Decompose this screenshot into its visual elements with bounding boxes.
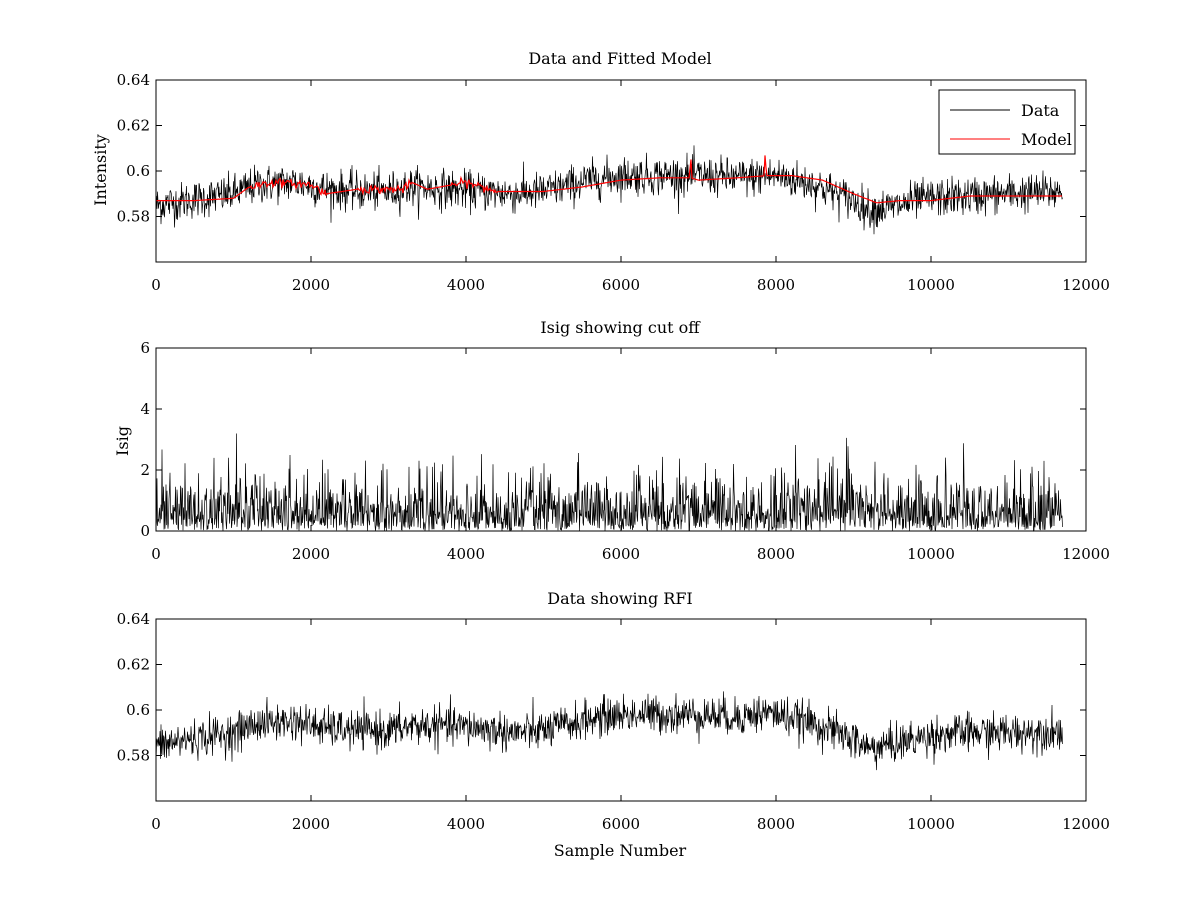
p1-legend: Data Model — [938, 89, 1076, 155]
p1-xtick-label: 4000 — [447, 276, 485, 294]
p2-series-group — [155, 433, 1063, 532]
p1-axes: 0 2000 4000 6000 8000 10000 12000 0.58 0.6 0.62 0.… — [117, 71, 1110, 294]
legend-label-model: Model — [1021, 130, 1072, 149]
p2-xtick-label: 2000 — [292, 545, 330, 563]
p3-ytick-label: 0.64 — [117, 610, 150, 628]
p1-series-model — [156, 155, 1062, 204]
p3-xtick-label: 4000 — [447, 815, 485, 833]
p1-ytick-label: 0.6 — [126, 162, 150, 180]
p2-ytick-label: 6 — [140, 339, 150, 357]
p1-ylabel: Intensity — [91, 134, 110, 206]
panel-data-showing-rfi: Data showing RFI 0 2000 4000 6000 8000 10000 1… — [117, 589, 1110, 860]
p3-xtick-label: 12000 — [1062, 815, 1110, 833]
p2-xtick-label: 12000 — [1062, 545, 1110, 563]
p3-series-group — [155, 691, 1063, 771]
p3-xtick-label: 0 — [151, 815, 161, 833]
p2-ytick-label: 2 — [140, 461, 150, 479]
p2-axes: 0 2000 4000 6000 8000 10000 12000 0 2 4 6 — [140, 339, 1109, 563]
p1-xtick-label: 0 — [151, 276, 161, 294]
p3-ytick-label: 0.58 — [117, 747, 150, 765]
p3-xtick-label: 6000 — [602, 815, 640, 833]
p1-ytick-label: 0.62 — [117, 117, 150, 135]
legend-label-data: Data — [1021, 101, 1060, 120]
p2-xtick-label: 6000 — [602, 545, 640, 563]
p2-ytick-label: 0 — [140, 522, 150, 540]
p1-xtick-label: 12000 — [1062, 276, 1110, 294]
p3-xlabel: Sample Number — [554, 841, 687, 860]
p2-title: Isig showing cut off — [540, 318, 701, 337]
p1-xtick-label: 2000 — [292, 276, 330, 294]
p1-ytick-label: 0.64 — [117, 71, 150, 89]
p2-xtick-label: 10000 — [907, 545, 955, 563]
p2-series-isig — [155, 433, 1063, 532]
panel-isig-showing-cut-off: Isig showing cut off Isig 0 2000 4000 6000 8… — [113, 318, 1110, 563]
p2-ylabel: Isig — [113, 426, 132, 456]
p3-series-data — [155, 691, 1063, 771]
p2-xtick-label: 8000 — [757, 545, 795, 563]
p1-title: Data and Fitted Model — [528, 49, 711, 68]
p1-series-group — [155, 145, 1063, 235]
p1-ytick-label: 0.58 — [117, 208, 150, 226]
p1-xtick-label: 6000 — [602, 276, 640, 294]
p2-xtick-label: 4000 — [447, 545, 485, 563]
p3-xtick-label: 8000 — [757, 815, 795, 833]
p1-series-data — [155, 145, 1063, 235]
p1-xtick-label: 8000 — [757, 276, 795, 294]
p3-xtick-label: 2000 — [292, 815, 330, 833]
panel-data-and-fitted-model: Data and Fitted Model Intensity 0 2000 400… — [91, 49, 1110, 294]
p1-xtick-label: 10000 — [907, 276, 955, 294]
p3-title: Data showing RFI — [547, 589, 692, 608]
p3-ytick-label: 0.62 — [117, 656, 150, 674]
p3-ytick-label: 0.6 — [126, 701, 150, 719]
p2-ytick-label: 4 — [140, 400, 150, 418]
p3-axes: 0 2000 4000 6000 8000 10000 12000 0.58 0.6 0.62 0.… — [117, 610, 1110, 833]
p3-xtick-label: 10000 — [907, 815, 955, 833]
legend-box — [938, 89, 1076, 155]
p2-xtick-label: 0 — [151, 545, 161, 563]
